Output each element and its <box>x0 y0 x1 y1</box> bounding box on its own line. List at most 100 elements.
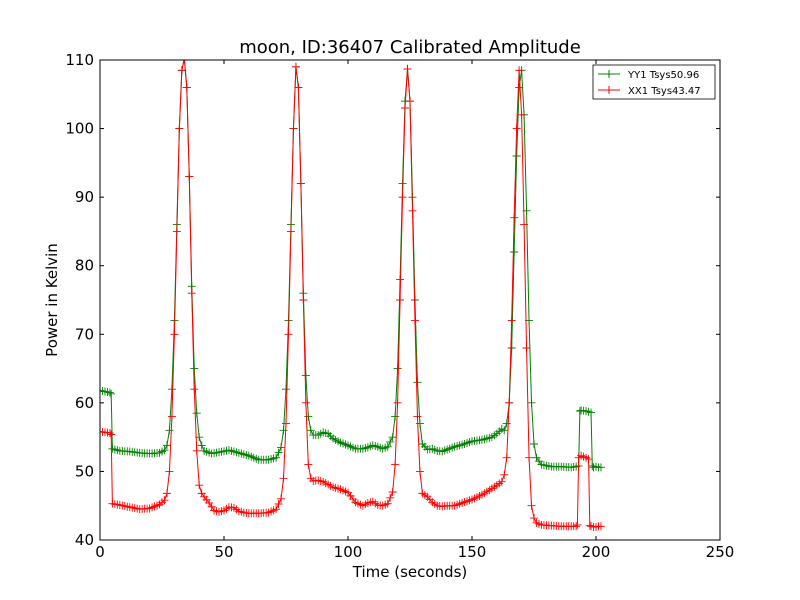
series-1-point-75 <box>279 474 288 483</box>
series-0-point-76 <box>282 385 290 394</box>
series-1-point-127 <box>408 206 417 215</box>
series-1-point-32 <box>172 227 181 236</box>
series-1-point-38 <box>187 289 196 298</box>
series-1-point-166 <box>505 398 514 407</box>
series-1-point-78 <box>286 227 295 236</box>
series-1-point-125 <box>403 64 412 73</box>
series-0-point-86 <box>306 426 315 435</box>
series-0-point-165 <box>502 419 511 428</box>
series-1-point-4 <box>105 429 114 438</box>
series-1-point-170 <box>515 66 524 75</box>
x-tick-label-5: 250 <box>706 543 735 561</box>
y-tick-label-3: 70 <box>75 325 94 343</box>
series-1-point-36 <box>182 83 191 92</box>
series-1-point-122 <box>396 296 405 304</box>
series-1-point-126 <box>406 97 414 106</box>
series-1-point-41 <box>195 481 204 490</box>
series-1-point-121 <box>393 398 402 407</box>
series-1-point-5 <box>107 430 116 439</box>
series-1-point-167 <box>507 316 516 325</box>
series-1-point-168 <box>510 213 519 222</box>
series-1-point-175 <box>527 501 536 510</box>
series-1-point-73 <box>274 500 283 508</box>
series-1-point-174 <box>525 453 534 462</box>
series-1-point-193 <box>572 522 581 531</box>
legend-frame <box>592 64 716 100</box>
y-tick-label-0: 40 <box>75 531 94 549</box>
series-1-point-173 <box>522 344 531 352</box>
series-1-point-117 <box>383 499 392 508</box>
series-1-point-80 <box>291 62 300 71</box>
series-1-point-205 <box>596 522 605 531</box>
series-1-point-35 <box>183 60 185 63</box>
series-1-point-81 <box>294 83 303 92</box>
series-1-point-83 <box>299 296 308 304</box>
series-1-point-76 <box>282 419 290 428</box>
series-1-point-164 <box>500 470 509 479</box>
y-tick-label-2: 60 <box>75 394 94 412</box>
series-1-point-27 <box>160 496 169 505</box>
series-1-point-72 <box>272 505 281 514</box>
series-1-point-176 <box>530 514 538 523</box>
series-1-point-124 <box>401 104 410 112</box>
series-0-point-167 <box>507 344 516 352</box>
series-0-point-118 <box>386 437 395 446</box>
series-0-point-29 <box>165 426 174 435</box>
series-0-point-129 <box>413 378 422 387</box>
y-tick-label-7: 110 <box>65 51 94 69</box>
series-1-point-39 <box>190 385 199 394</box>
series-1-point-200 <box>585 521 594 530</box>
x-tick-label-0: 0 <box>95 543 105 561</box>
series-1-point-169 <box>512 124 521 133</box>
series-1-point-28 <box>162 489 171 498</box>
series-1-point-33 <box>175 124 184 133</box>
ticks-layer: 0 50 100 150 200 250 40 50 60 70 80 90 100 110 <box>65 51 734 561</box>
series-1-point-85 <box>304 460 313 469</box>
series-1-point-30 <box>167 412 176 421</box>
x-tick-label-2: 100 <box>334 543 363 561</box>
series-0-point-27 <box>160 446 169 455</box>
x-tick-label-4: 200 <box>582 543 611 561</box>
series-1-point-120 <box>391 460 400 469</box>
series-1-point-84 <box>301 398 310 407</box>
series-0-point-28 <box>162 441 171 450</box>
series-0-point-74 <box>277 443 286 452</box>
series-0-point-168 <box>510 248 519 256</box>
series-0-point-5 <box>107 389 116 398</box>
series-0-point-164 <box>500 426 509 435</box>
series-0-point-4 <box>105 388 114 397</box>
y-axis-label: Power in Kelvin <box>43 243 61 357</box>
series-0-point-42 <box>197 441 206 450</box>
series-0-point-121 <box>393 364 402 373</box>
legend: YY1 Tsys50.96 XX1 Tsys43.47 <box>592 64 716 100</box>
series-1-point-130 <box>415 467 424 476</box>
series-1-point-163 <box>497 477 506 486</box>
series-0-point-73 <box>274 448 283 457</box>
plot-frame <box>99 59 721 541</box>
x-tick-label-1: 50 <box>214 543 233 561</box>
series-1-point-34 <box>177 66 186 75</box>
series-1-point-74 <box>277 494 286 503</box>
series-0-point-205 <box>596 463 605 472</box>
series-1-point-128 <box>410 316 419 325</box>
series-0-point-176 <box>530 440 538 448</box>
legend-label-xx1: XX1 Tsys43.47 <box>628 86 701 97</box>
series-1-point-40 <box>192 446 201 455</box>
x-axis-label: Time (seconds) <box>352 563 468 581</box>
series-1-point-194 <box>573 520 582 529</box>
series-0-point-119 <box>388 433 397 442</box>
series-0-point-170 <box>515 83 524 92</box>
series-1-point-31 <box>170 330 179 339</box>
series-0-point-120 <box>391 412 400 421</box>
series-1-point-123 <box>398 193 407 202</box>
series-0-point-72 <box>272 453 281 462</box>
y-tick-label-5: 90 <box>75 188 94 206</box>
series-0-point-201 <box>588 461 597 470</box>
chart-title: moon, ID:36407 Calibrated Amplitude <box>239 37 581 58</box>
series-0-point-30 <box>167 385 176 394</box>
y-tick-label-6: 100 <box>65 120 94 138</box>
series-0-point-84 <box>301 371 310 380</box>
x-tick-label-3: 150 <box>458 543 487 561</box>
legend-label-yy1: YY1 Tsys50.96 <box>627 70 699 81</box>
